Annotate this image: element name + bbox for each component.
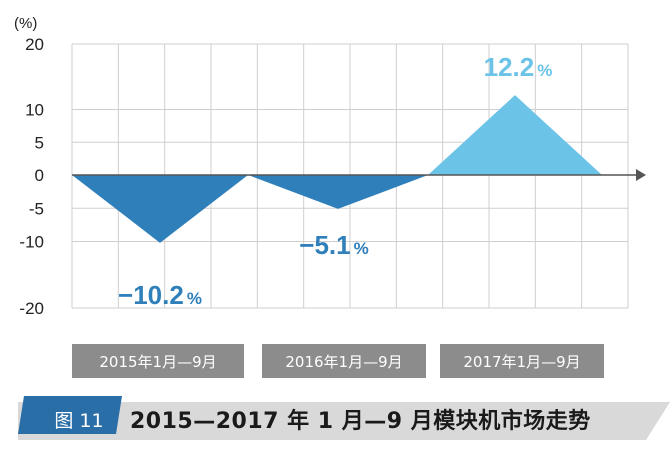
y-tick-label: 0	[35, 166, 44, 185]
period-label-2015: 2015年1月—9月	[72, 344, 244, 378]
caption-background	[18, 396, 670, 440]
period-label-2017: 2017年1月—9月	[440, 344, 604, 378]
y-tick-label: 10	[25, 101, 44, 120]
period-label-2016: 2016年1月—9月	[262, 344, 426, 378]
data-label: −5.1%	[299, 230, 368, 260]
y-tick-label: -10	[19, 233, 44, 252]
figure-title: 2015—2017 年 1 月—9 月模块机市场走势	[130, 409, 591, 434]
y-tick-label: 5	[35, 133, 44, 152]
series-area-1	[248, 175, 428, 209]
figure-caption-bar: 图 11 2015—2017 年 1 月—9 月模块机市场走势	[18, 396, 670, 442]
data-label: 12.2%	[484, 52, 553, 82]
y-tick-label: -5	[29, 199, 44, 218]
y-tick-label: -20	[19, 299, 44, 318]
trend-chart: 20 10 5 0 -5 -10 -20 (%) −10.2 % −5.1 % 12.2%	[14, 15, 646, 318]
figure-number: 图 11	[54, 409, 104, 432]
data-label: −10.2%	[118, 280, 202, 310]
x-axis-arrow	[636, 169, 646, 181]
y-unit-label: (%)	[14, 15, 37, 32]
series-area-0	[72, 175, 248, 243]
series-area-2	[428, 95, 602, 175]
y-tick-label: 20	[25, 35, 44, 54]
